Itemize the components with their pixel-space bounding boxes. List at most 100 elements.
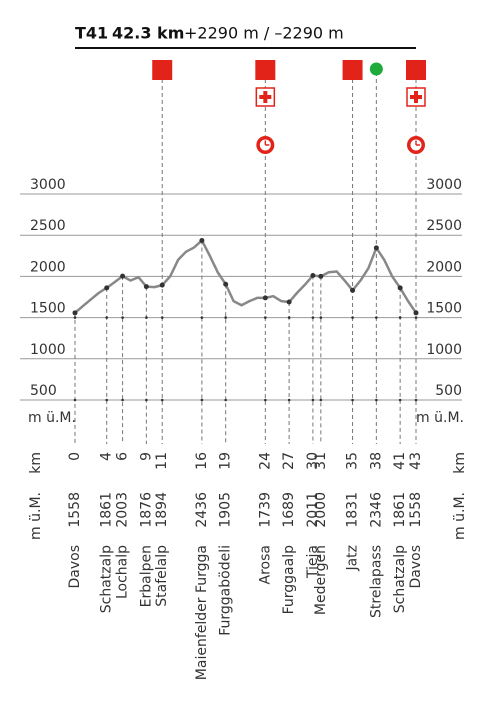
waypoint-name: Tieja xyxy=(305,545,321,579)
guide-dot xyxy=(224,316,227,319)
y-tick-label-right: 500 xyxy=(435,383,462,399)
waypoint-name: Arosa xyxy=(257,545,273,584)
waypoint-dot xyxy=(286,299,292,305)
pass-icon xyxy=(369,62,383,76)
y-tick-label-right: 1000 xyxy=(426,342,462,358)
profile-line xyxy=(74,239,418,314)
elevation-label: 2003 xyxy=(115,492,131,528)
waypoint-dot xyxy=(120,273,126,279)
waypoint-name: Furggaalp xyxy=(281,545,297,614)
waypoint-dot xyxy=(413,310,419,316)
waypoint-name: Jatz xyxy=(345,545,361,572)
guide-dot xyxy=(200,316,204,319)
waypoint-dot xyxy=(104,285,110,291)
elevation-label: 1739 xyxy=(257,492,273,528)
waypoint-dot xyxy=(350,287,356,293)
elevation-axis-label: m ü.M. xyxy=(28,492,44,540)
guide-dot xyxy=(264,316,267,319)
y-tick-label-right: 1500 xyxy=(426,301,462,317)
timetable-hand xyxy=(264,140,270,146)
y-tick-label: 1000 xyxy=(30,342,66,358)
waypoint-name: Furggabödeli xyxy=(218,545,234,636)
hut-icon xyxy=(255,60,276,80)
waypoint-name: Erbalpen xyxy=(138,545,154,607)
km-label: 24 xyxy=(257,452,273,470)
km-label: 16 xyxy=(194,452,210,470)
waypoint-name: Davos xyxy=(67,545,83,589)
elevation-label: 2000 xyxy=(313,492,329,528)
km-label: 6 xyxy=(115,452,131,461)
route-title: T41 xyxy=(75,24,108,43)
guide-dot xyxy=(105,398,109,402)
waypoint-name: Medergen xyxy=(313,545,329,615)
timetable-hand xyxy=(415,140,420,146)
y-axis-label-right: m ü.M. xyxy=(416,410,464,426)
guide-dot xyxy=(398,398,402,402)
elevation-label: 1558 xyxy=(67,492,83,528)
y-axis-label: m ü.M. xyxy=(28,410,76,426)
km-axis-label: km xyxy=(452,452,468,474)
guide-dot xyxy=(200,398,204,402)
km-axis-label: km xyxy=(28,452,44,474)
guide-dot xyxy=(121,316,124,319)
elevation-label: 1905 xyxy=(218,492,234,528)
y-tick-label-right: 3000 xyxy=(426,177,462,193)
km-label: 9 xyxy=(138,452,154,461)
guide-dot xyxy=(319,398,323,402)
elevation-label: 1558 xyxy=(408,492,424,528)
guide-dot xyxy=(351,398,354,402)
elevation-label: 1831 xyxy=(345,492,361,528)
waypoint-name: Davos xyxy=(408,545,424,589)
y-tick-label-right: 2000 xyxy=(426,259,462,275)
waypoint-dot xyxy=(199,237,205,243)
waypoint-dot xyxy=(397,285,403,291)
waypoint-name: Schatzalp xyxy=(99,545,115,613)
waypoint-dot xyxy=(159,282,165,288)
waypoint-dot xyxy=(310,272,316,278)
elevation-label: 1894 xyxy=(154,492,170,528)
guide-dot xyxy=(319,316,323,319)
aid-icon-cross xyxy=(410,95,422,99)
guide-dot xyxy=(375,316,378,319)
guide-dot xyxy=(73,316,77,319)
km-label: 38 xyxy=(368,452,384,470)
waypoint-name: Lochalp xyxy=(115,545,131,599)
guide-dot xyxy=(311,398,315,402)
guide-dot xyxy=(160,398,164,402)
waypoint-name: Maienfelder Furgga xyxy=(194,545,210,680)
route-distance: 42.3 km xyxy=(112,24,184,43)
waypoint-dot xyxy=(72,310,78,316)
hut-icon xyxy=(152,60,173,80)
guide-dot xyxy=(73,398,77,402)
y-tick-label: 500 xyxy=(30,383,57,399)
waypoint-dot xyxy=(223,281,229,287)
y-tick-label: 2000 xyxy=(30,259,66,275)
km-label: 19 xyxy=(218,452,234,470)
aid-icon-cross xyxy=(259,95,272,99)
waypoint-dot xyxy=(262,295,268,301)
elevation-label: 1876 xyxy=(138,492,154,528)
guide-dot xyxy=(414,316,418,319)
elevation-label: 1861 xyxy=(392,492,408,528)
elevation-label: 1861 xyxy=(99,492,115,528)
guide-dot xyxy=(287,316,291,319)
elevation-label: 2346 xyxy=(368,492,384,528)
guide-dot xyxy=(351,316,354,319)
km-label: 41 xyxy=(392,452,408,470)
km-label: 0 xyxy=(67,452,83,461)
guide-dot xyxy=(160,316,164,319)
guide-dot xyxy=(224,398,227,402)
elevation-label: 1689 xyxy=(281,492,297,528)
km-label: 30 xyxy=(305,452,321,470)
guide-dot xyxy=(375,398,378,402)
elevation-label: 2011 xyxy=(305,492,321,528)
waypoint-name: Stafelalp xyxy=(154,545,170,607)
waypoint-dot xyxy=(373,245,379,251)
guide-dot xyxy=(311,316,315,319)
guide-dot xyxy=(414,398,418,402)
y-tick-label: 1500 xyxy=(30,301,66,317)
km-label: 35 xyxy=(345,452,361,470)
guide-dot xyxy=(105,316,109,319)
km-label: 11 xyxy=(154,452,170,470)
hut-icon xyxy=(406,60,426,80)
